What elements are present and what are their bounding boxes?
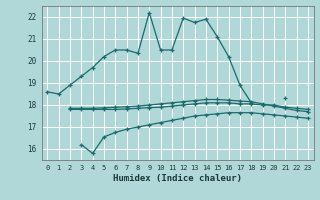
X-axis label: Humidex (Indice chaleur): Humidex (Indice chaleur) [113,174,242,183]
